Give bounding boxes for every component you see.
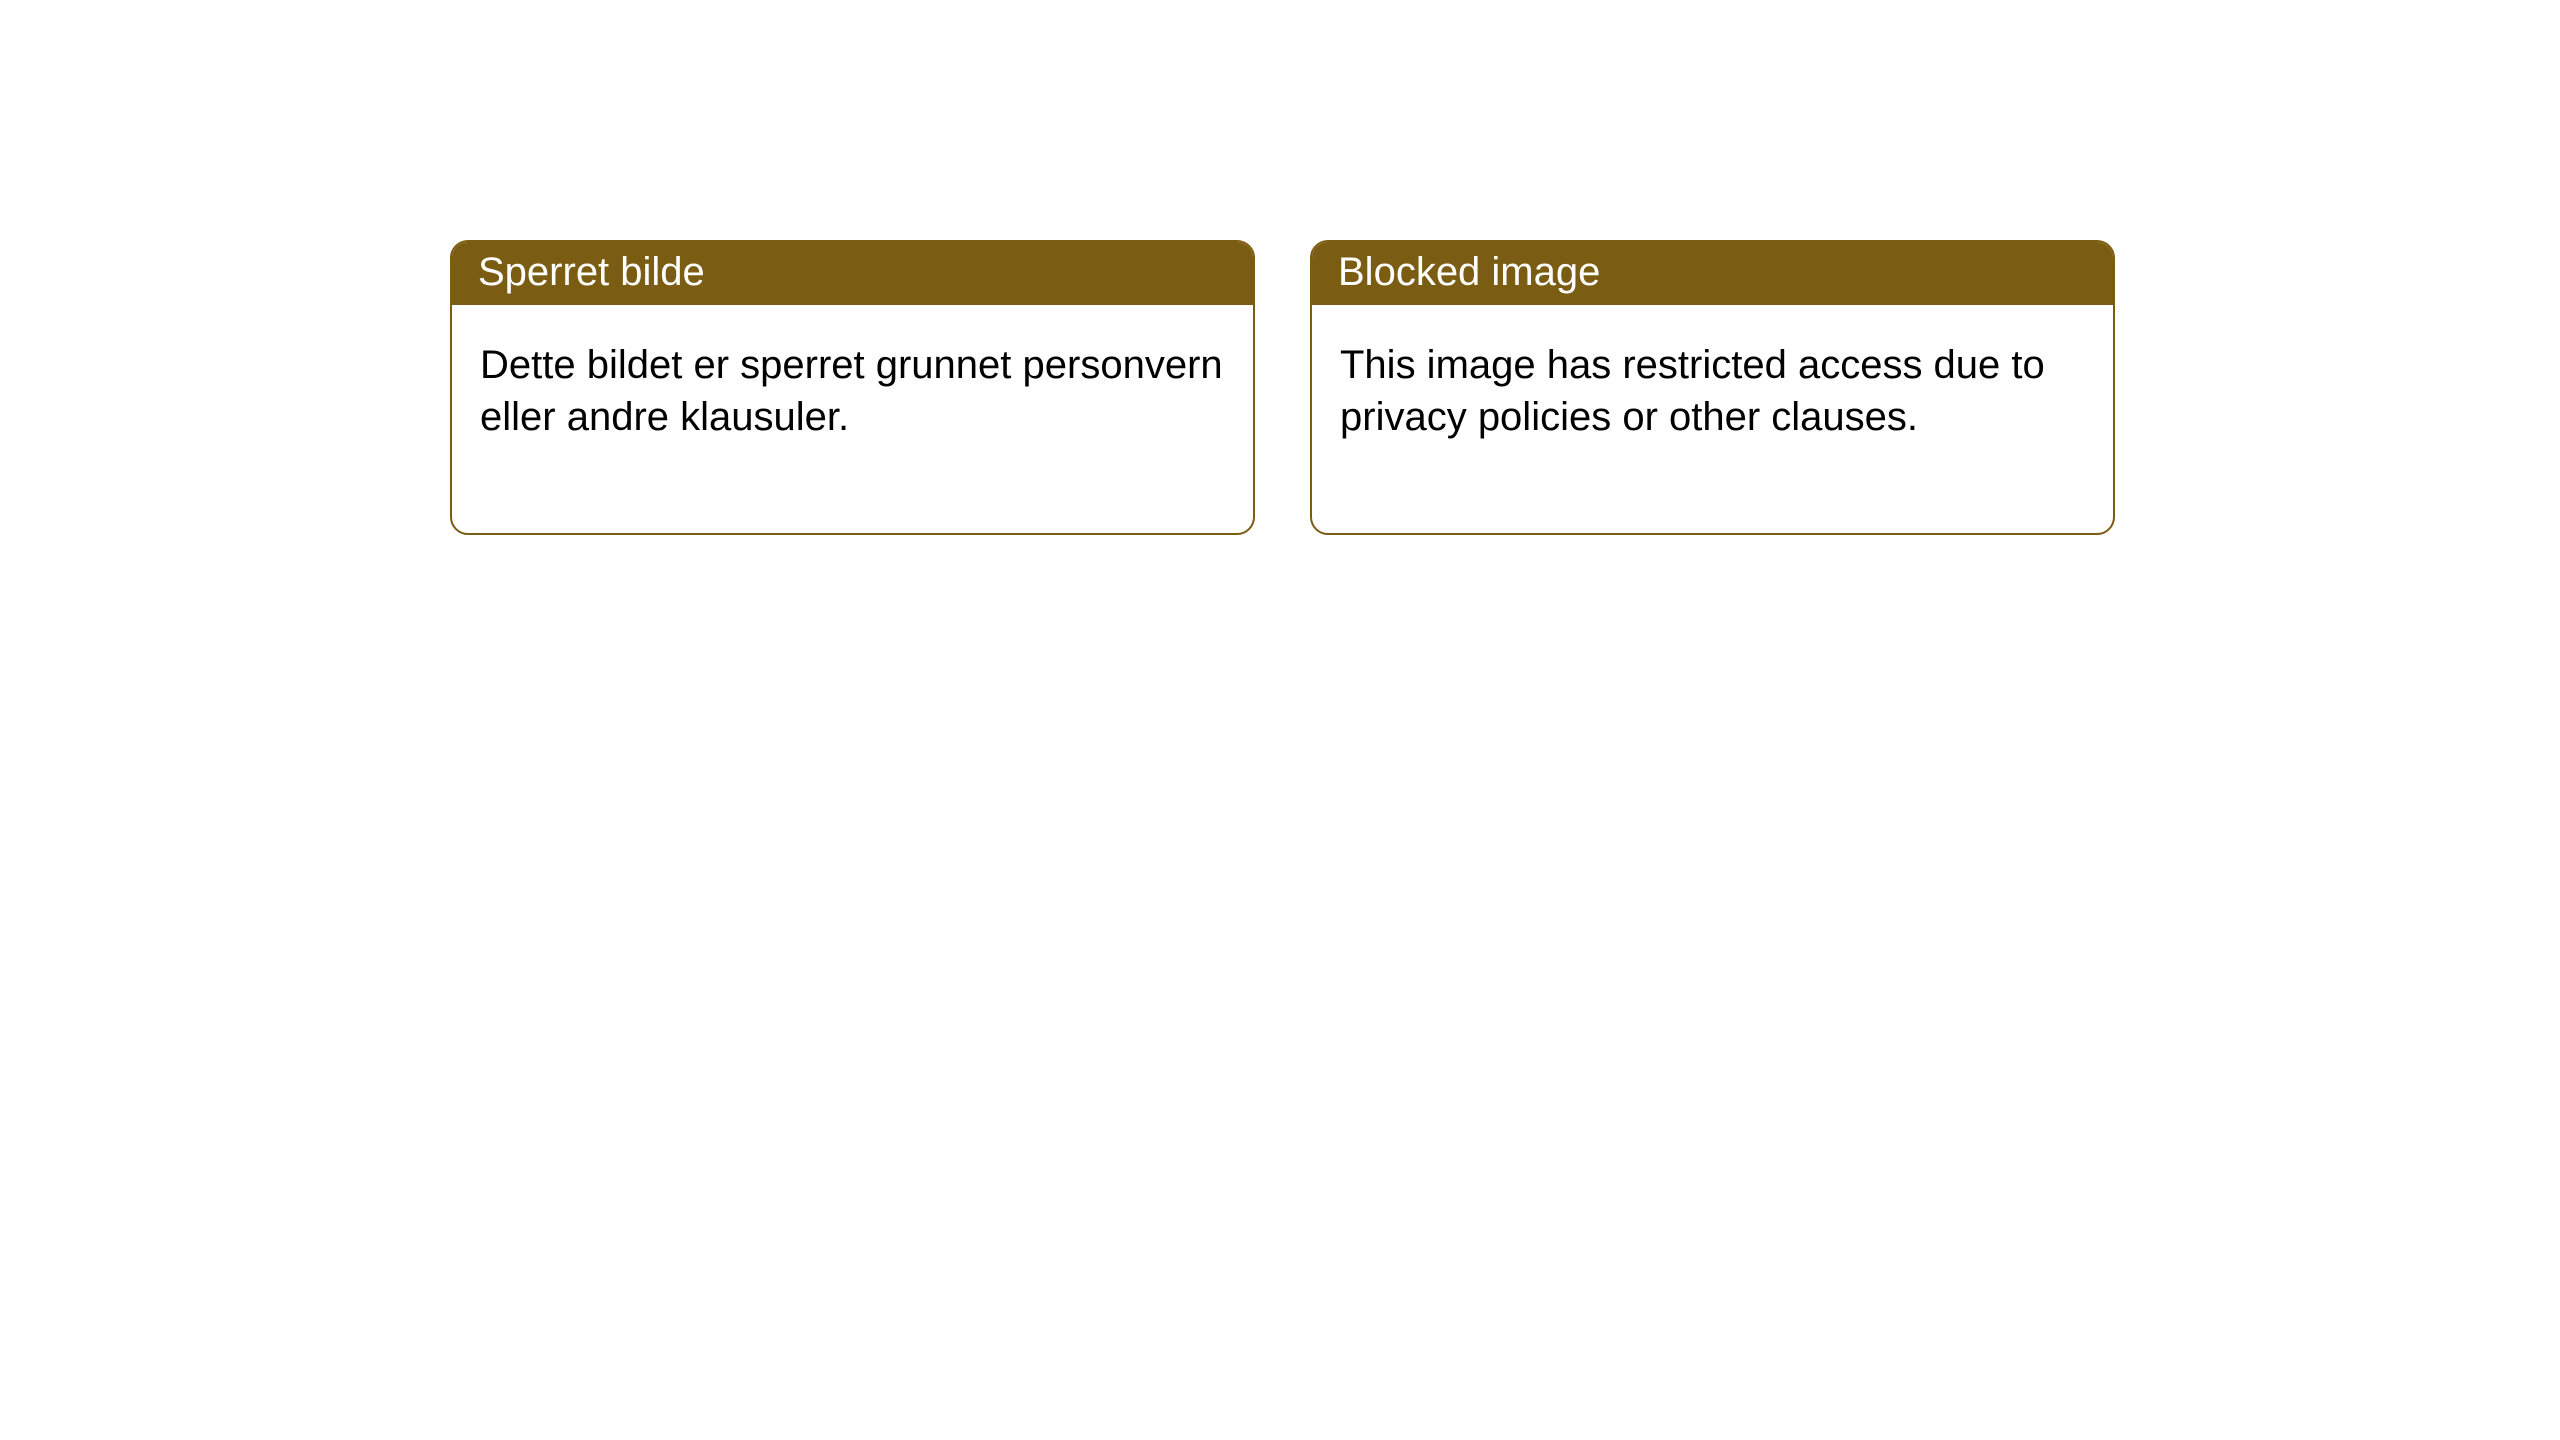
notice-card-en: Blocked image This image has restricted … [1310,240,2115,535]
notice-body-text: This image has restricted access due to … [1340,343,2045,439]
notice-body-text: Dette bildet er sperret grunnet personve… [480,343,1223,439]
notice-container: Sperret bilde Dette bildet er sperret gr… [0,0,2560,535]
notice-title: Sperret bilde [478,250,705,294]
notice-body: This image has restricted access due to … [1312,305,2113,533]
notice-header: Sperret bilde [452,242,1253,305]
notice-title: Blocked image [1338,250,1600,294]
notice-card-no: Sperret bilde Dette bildet er sperret gr… [450,240,1255,535]
notice-body: Dette bildet er sperret grunnet personve… [452,305,1253,533]
notice-header: Blocked image [1312,242,2113,305]
